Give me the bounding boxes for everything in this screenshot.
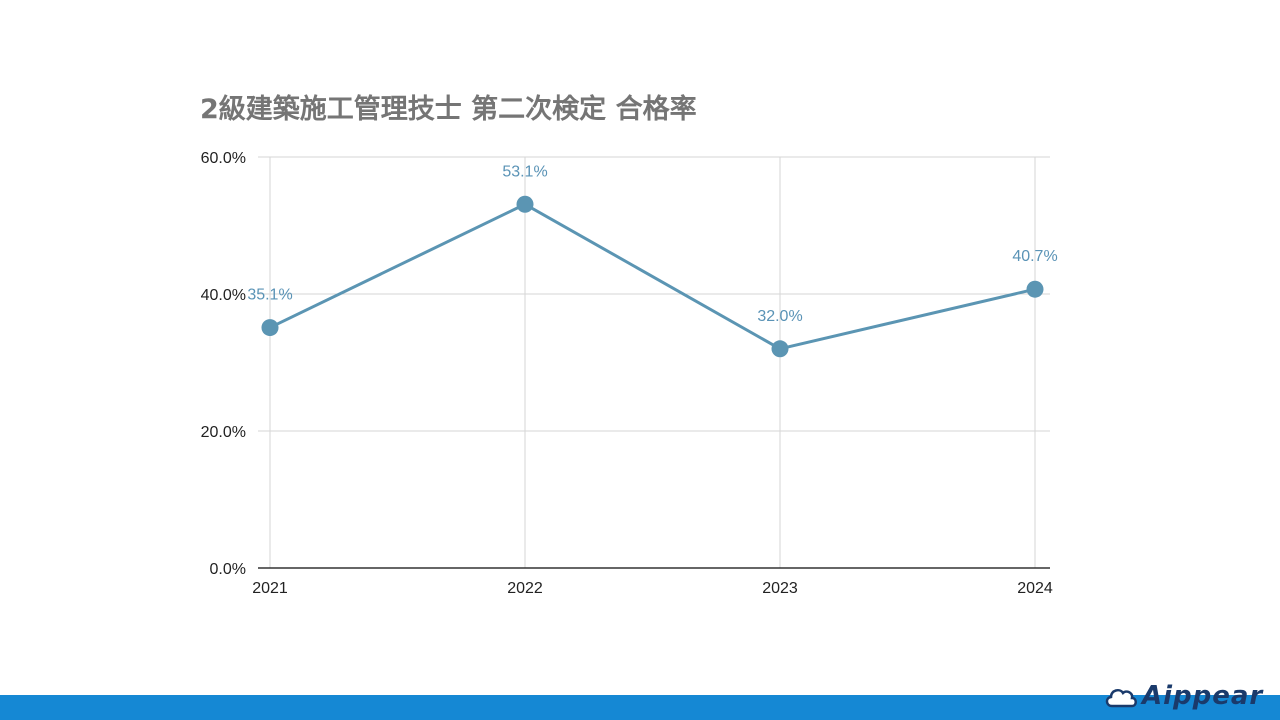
y-tick-label: 60.0% xyxy=(201,150,246,167)
footer-bar xyxy=(0,695,1280,720)
y-tick-label: 40.0% xyxy=(201,287,246,304)
cloud-icon xyxy=(1105,688,1137,708)
grid-layer xyxy=(258,156,1050,568)
series-layer xyxy=(261,195,1044,358)
axis-layer: 0.0% 20.0% 40.0% 60.0% 2021 2022 2023 2024 xyxy=(201,150,1053,597)
logo-text: Aippear xyxy=(1142,681,1264,711)
data-label: 35.1% xyxy=(247,287,292,304)
x-tick-label: 2022 xyxy=(507,580,543,597)
data-point xyxy=(261,319,279,337)
data-label: 32.0% xyxy=(757,308,802,325)
x-tick-label: 2021 xyxy=(252,580,288,597)
data-point xyxy=(516,195,534,213)
y-tick-label: 20.0% xyxy=(201,424,246,441)
chart-title: 2級建築施工管理技士 第二次検定 合格率 xyxy=(200,93,697,125)
x-tick-label: 2024 xyxy=(1017,580,1053,597)
x-tick-label: 2023 xyxy=(762,580,798,597)
y-tick-label: 0.0% xyxy=(210,561,246,578)
data-point xyxy=(771,340,789,358)
data-point xyxy=(1026,280,1044,298)
brand-logo: Aippear xyxy=(1104,678,1264,714)
data-label: 40.7% xyxy=(1012,248,1057,265)
data-label: 53.1% xyxy=(502,163,547,180)
label-layer: 35.1% 53.1% 32.0% 40.7% xyxy=(247,163,1057,325)
series-line xyxy=(269,202,1036,351)
